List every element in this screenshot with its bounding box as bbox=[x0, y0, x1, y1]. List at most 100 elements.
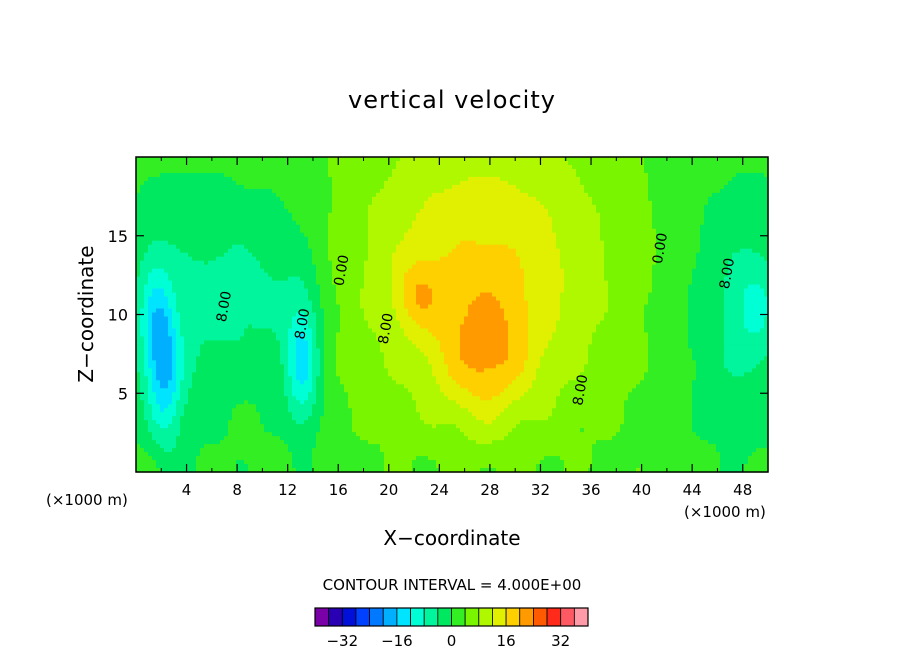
field-cell bbox=[680, 176, 685, 182]
field-cell bbox=[160, 232, 165, 238]
field-cell bbox=[708, 216, 713, 222]
field-cell bbox=[636, 260, 641, 266]
field-cell bbox=[312, 157, 317, 162]
field-cell bbox=[208, 248, 213, 254]
field-cell bbox=[504, 160, 509, 166]
field-cell bbox=[556, 180, 561, 186]
field-cell bbox=[224, 280, 229, 286]
field-cell bbox=[548, 157, 553, 162]
field-cell bbox=[404, 228, 409, 234]
field-cell bbox=[328, 220, 333, 226]
field-cell bbox=[704, 216, 709, 222]
field-cell bbox=[200, 236, 205, 242]
field-cell bbox=[140, 212, 145, 218]
field-cell bbox=[456, 276, 461, 282]
field-cell bbox=[184, 236, 189, 242]
field-cell bbox=[720, 268, 725, 274]
field-cell bbox=[692, 176, 697, 182]
field-cell bbox=[296, 204, 301, 210]
field-cell bbox=[660, 264, 665, 270]
field-cell bbox=[760, 192, 765, 198]
field-cell bbox=[460, 180, 465, 186]
field-cell bbox=[380, 180, 385, 186]
field-cell bbox=[396, 236, 401, 242]
field-cell bbox=[456, 264, 461, 270]
field-cell bbox=[564, 208, 569, 214]
field-cell bbox=[452, 272, 457, 278]
field-cell bbox=[292, 252, 297, 258]
field-cell bbox=[212, 276, 217, 282]
field-cell bbox=[272, 232, 277, 238]
field-cell bbox=[244, 196, 249, 202]
field-cell bbox=[560, 264, 565, 270]
field-cell bbox=[332, 200, 337, 206]
field-cell bbox=[692, 212, 697, 218]
field-cell bbox=[692, 240, 697, 246]
field-cell bbox=[300, 184, 305, 190]
field-cell bbox=[540, 276, 545, 282]
field-cell bbox=[248, 244, 253, 250]
field-cell bbox=[728, 176, 733, 182]
field-cell bbox=[560, 256, 565, 262]
field-cell bbox=[400, 280, 405, 286]
field-cell bbox=[748, 208, 753, 214]
field-cell bbox=[748, 220, 753, 226]
field-cell bbox=[752, 208, 757, 214]
field-cell bbox=[268, 192, 273, 198]
field-cell bbox=[612, 244, 617, 250]
field-cell bbox=[460, 184, 465, 190]
field-cell bbox=[676, 236, 681, 242]
field-cell bbox=[236, 228, 241, 234]
field-cell bbox=[676, 276, 681, 282]
field-cell bbox=[312, 208, 317, 214]
field-cell bbox=[760, 220, 765, 226]
field-cell bbox=[400, 260, 405, 266]
field-cell bbox=[348, 212, 353, 218]
field-cell bbox=[700, 232, 705, 238]
field-cell bbox=[764, 220, 769, 226]
field-cell bbox=[708, 204, 713, 210]
field-cell bbox=[732, 272, 737, 278]
field-cell bbox=[716, 160, 721, 166]
field-cell bbox=[576, 220, 581, 226]
field-cell bbox=[448, 168, 453, 174]
field-cell bbox=[740, 276, 745, 282]
field-cell bbox=[520, 180, 525, 186]
field-cell bbox=[404, 204, 409, 210]
field-cell bbox=[604, 160, 609, 166]
field-cell bbox=[308, 176, 313, 182]
field-cell bbox=[500, 272, 505, 278]
field-cell bbox=[500, 260, 505, 266]
field-cell bbox=[596, 192, 601, 198]
field-cell bbox=[632, 224, 637, 230]
field-cell bbox=[516, 244, 521, 250]
field-cell bbox=[480, 212, 485, 218]
field-cell bbox=[348, 176, 353, 182]
field-cell bbox=[624, 268, 629, 274]
field-cell bbox=[152, 168, 157, 174]
field-cell bbox=[200, 172, 205, 178]
field-cell bbox=[640, 268, 645, 274]
field-cell bbox=[424, 212, 429, 218]
field-cell bbox=[492, 157, 497, 162]
field-cell bbox=[556, 228, 561, 234]
field-cell bbox=[680, 276, 685, 282]
field-cell bbox=[288, 268, 293, 274]
field-cell bbox=[280, 208, 285, 214]
field-cell bbox=[288, 272, 293, 278]
field-cell bbox=[184, 260, 189, 266]
field-cell bbox=[232, 228, 237, 234]
field-cell bbox=[484, 164, 489, 170]
field-cell bbox=[216, 204, 221, 210]
field-cell bbox=[744, 180, 749, 186]
field-cell bbox=[624, 172, 629, 178]
field-cell bbox=[168, 204, 173, 210]
field-cell bbox=[692, 164, 697, 170]
field-cell bbox=[644, 252, 649, 258]
field-cell bbox=[504, 228, 509, 234]
field-cell bbox=[416, 256, 421, 262]
field-cell bbox=[232, 157, 237, 162]
field-cell bbox=[684, 212, 689, 218]
field-cell bbox=[460, 216, 465, 222]
field-cell bbox=[524, 240, 529, 246]
